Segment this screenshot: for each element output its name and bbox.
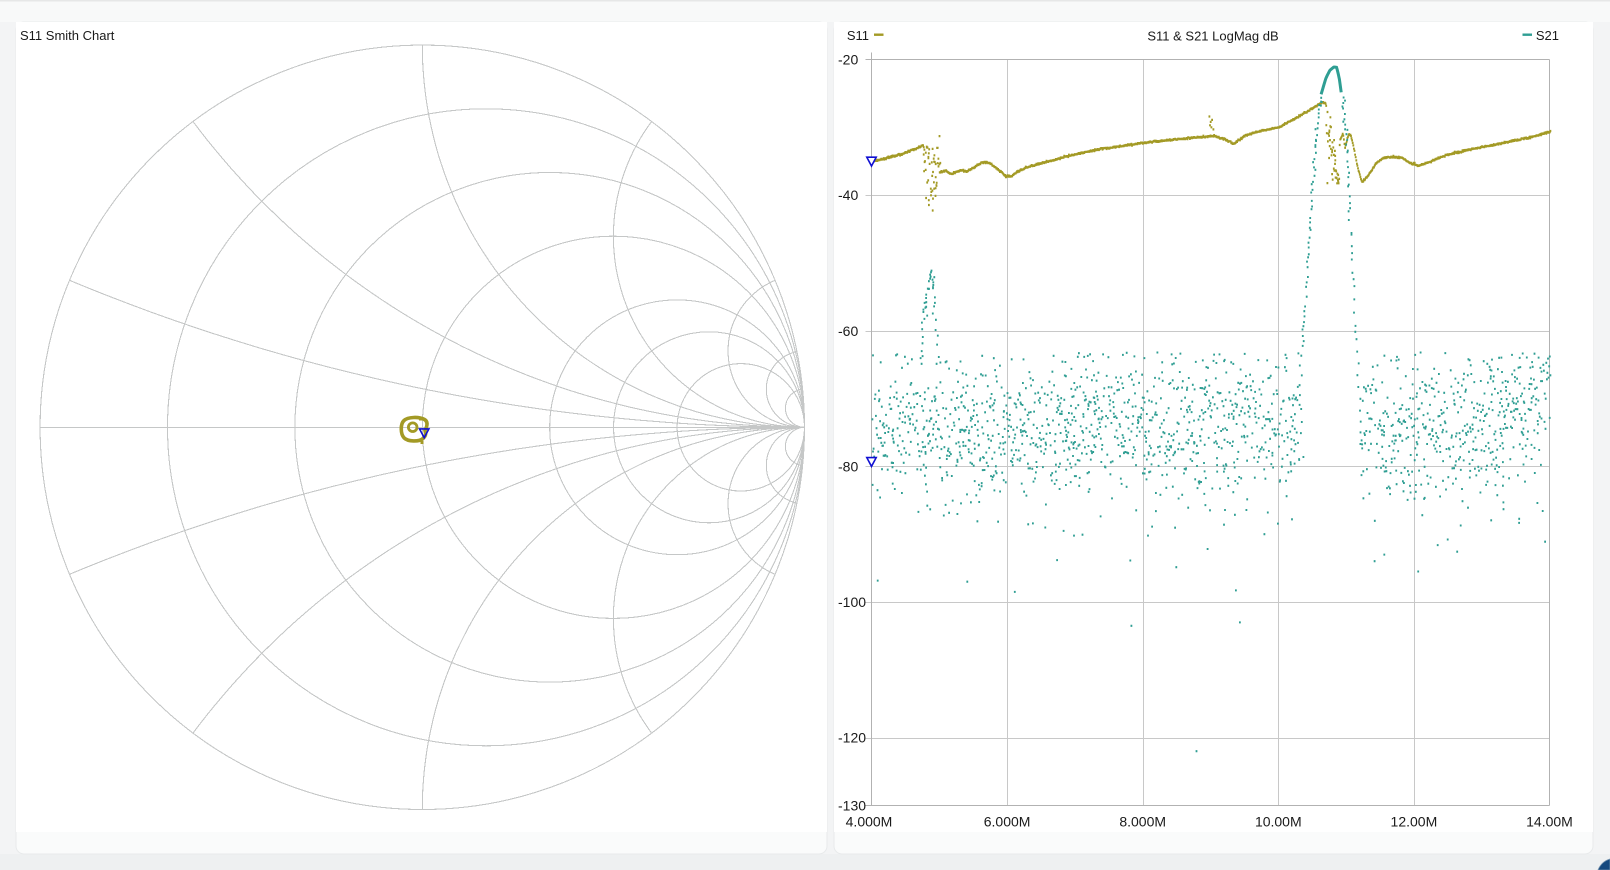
svg-text:-60: -60 bbox=[838, 323, 858, 339]
svg-text:S11 Smith Chart: S11 Smith Chart bbox=[20, 28, 115, 43]
svg-text:-100: -100 bbox=[838, 594, 866, 610]
svg-text:S11: S11 bbox=[847, 28, 869, 43]
svg-text:-40: -40 bbox=[838, 187, 858, 203]
svg-text:S21: S21 bbox=[1536, 28, 1559, 43]
svg-text:12.00M: 12.00M bbox=[1391, 814, 1438, 830]
svg-text:8.000M: 8.000M bbox=[1119, 814, 1166, 830]
svg-text:-20: -20 bbox=[838, 52, 858, 68]
svg-text:-80: -80 bbox=[838, 458, 858, 474]
svg-text:14.00M: 14.00M bbox=[1526, 814, 1573, 830]
svg-text:-120: -120 bbox=[838, 730, 866, 746]
svg-text:4.000M: 4.000M bbox=[846, 814, 893, 830]
svg-text:-130: -130 bbox=[838, 798, 866, 814]
svg-text:S11 & S21 LogMag dB: S11 & S21 LogMag dB bbox=[1147, 29, 1278, 44]
svg-text:6.000M: 6.000M bbox=[984, 814, 1031, 830]
svg-text:10.00M: 10.00M bbox=[1255, 814, 1302, 830]
